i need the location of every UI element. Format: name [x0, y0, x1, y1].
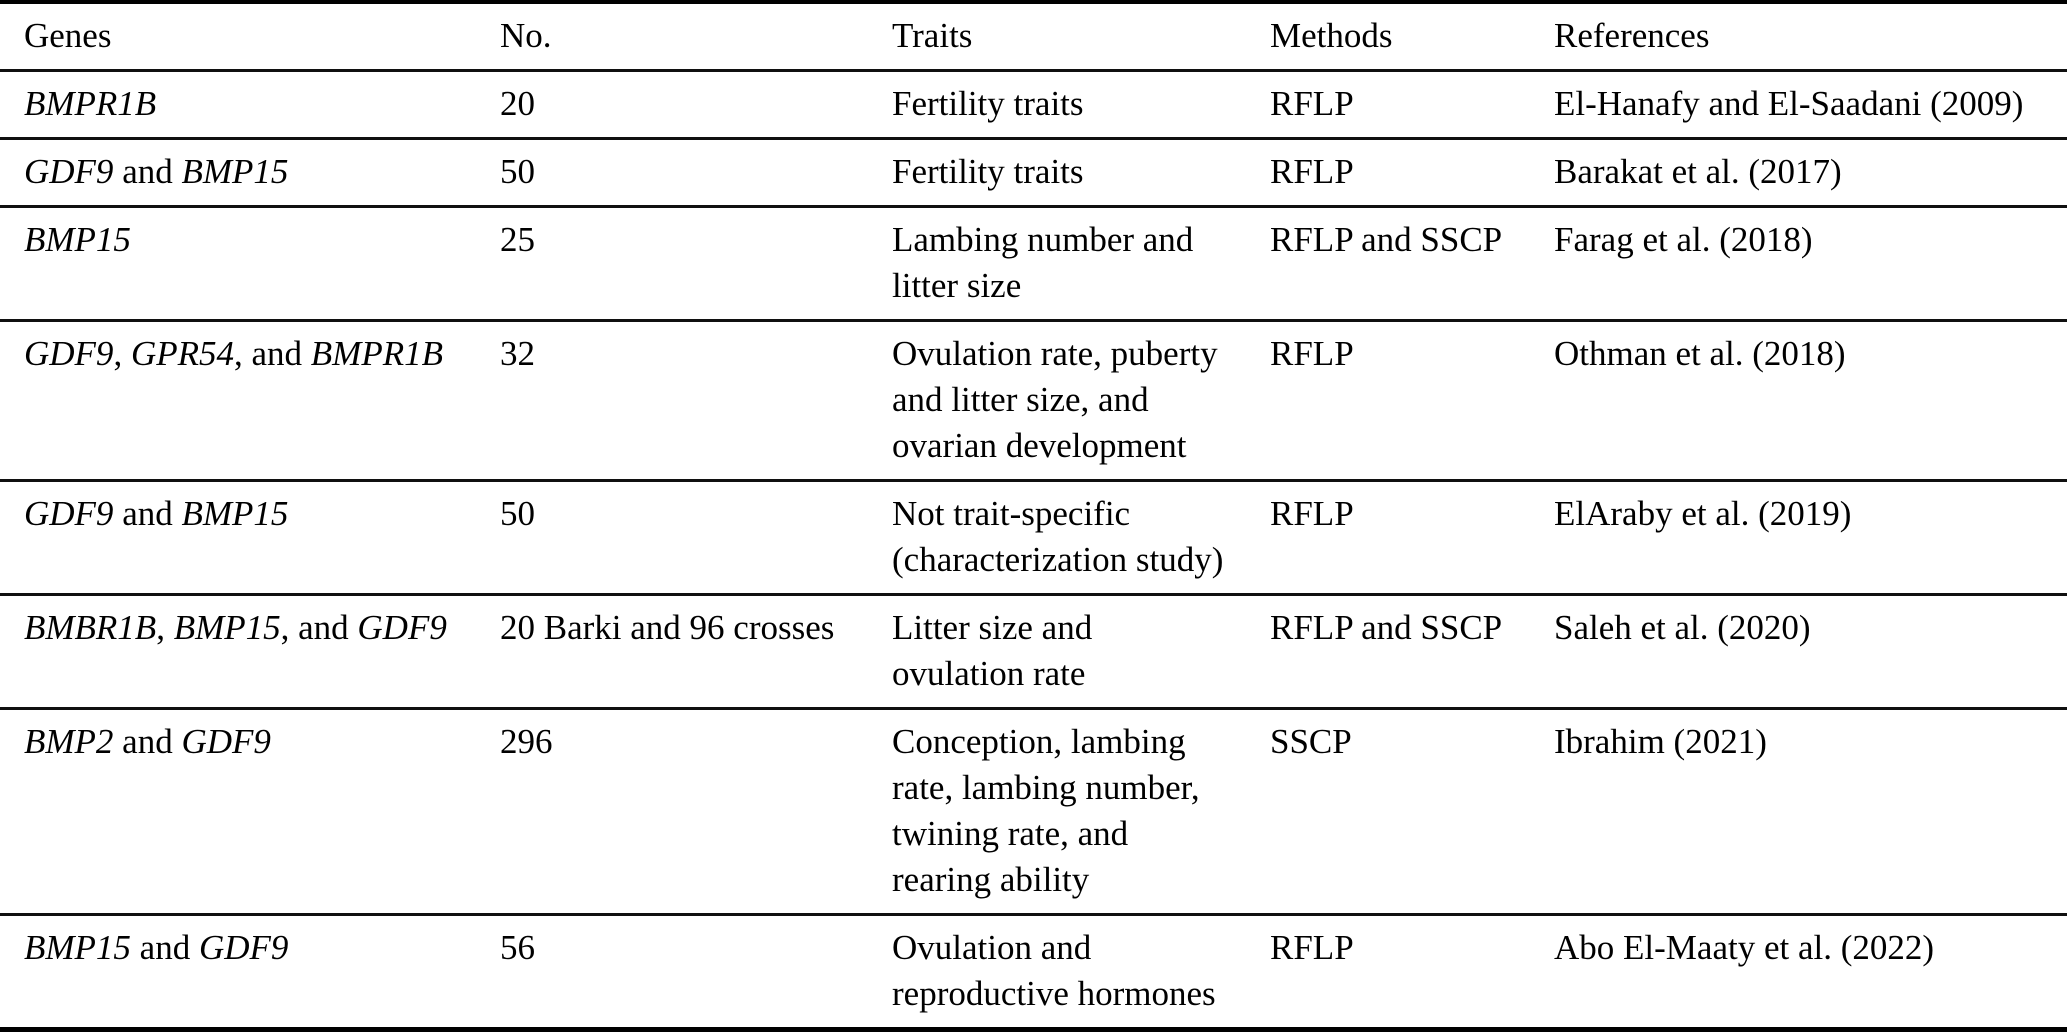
genes-cell: GDF9 and BMP15	[0, 481, 500, 595]
no-cell: 20	[500, 84, 535, 123]
no-cell: 20 Barki and 96 crosses	[500, 608, 835, 647]
methods-cell: RFLP and SSCP	[1270, 608, 1503, 647]
references-cell: Barakat et al. (2017)	[1554, 152, 1842, 191]
gene-name: BMP15	[181, 494, 289, 533]
column-header-genes: Genes	[24, 16, 112, 55]
gene-name: BMP2	[24, 722, 114, 761]
gene-connector-text: ,	[156, 608, 174, 647]
gene-connector-text: and	[113, 494, 182, 533]
gene-connector-text: , and	[280, 608, 358, 647]
gene-connector-text: , and	[233, 334, 311, 373]
genes-cell: BMPR1B	[0, 71, 500, 139]
traits-cell: Fertility traits	[892, 152, 1084, 191]
gene-connector-text: ,	[113, 334, 131, 373]
methods-cell: RFLP	[1270, 928, 1354, 967]
gene-name: GDF9	[24, 494, 114, 533]
genes-cell: BMBR1B, BMP15, and GDF9	[0, 595, 500, 709]
gene-name: GDF9	[24, 152, 114, 191]
table-body: BMPR1B 20 Fertility traits RFLP El-Hanafy an…	[0, 71, 2067, 1030]
methods-cell: RFLP and SSCP	[1270, 220, 1503, 259]
genes-cell: BMP2 and GDF9	[0, 709, 500, 915]
methods-cell: RFLP	[1270, 334, 1354, 373]
table-row: BMPR1B 20 Fertility traits RFLP El-Hanafy an…	[0, 71, 2067, 139]
gene-name: GDF9	[181, 722, 271, 761]
gene-name: BMP15	[181, 152, 289, 191]
references-cell: ElAraby et al. (2019)	[1554, 494, 1852, 533]
genes-cell: GDF9, GPR54, and BMPR1B	[0, 321, 500, 481]
gene-name: GDF9	[357, 608, 447, 647]
gene-name: BMPR1B	[24, 84, 157, 123]
methods-cell: RFLP	[1270, 152, 1354, 191]
table-header-row: Genes No. Traits Methods References	[0, 2, 2067, 71]
table-row: GDF9 and BMP15 50 Fertility traits RFLP Bara…	[0, 139, 2067, 207]
gene-name: BMP15	[173, 608, 281, 647]
traits-cell: Litter size and ovulation rate	[892, 608, 1093, 693]
references-cell: El-Hanafy and El-Saadani (2009)	[1554, 84, 2024, 123]
gene-name: BMP15	[24, 928, 131, 967]
gene-connector-text: and	[113, 722, 182, 761]
traits-cell: Fertility traits	[892, 84, 1084, 123]
gene-connector-text: and	[130, 928, 199, 967]
column-header-traits: Traits	[892, 16, 973, 55]
traits-cell: Lambing number and litter size	[892, 220, 1194, 305]
no-cell: 296	[500, 722, 553, 761]
gene-name: BMP15	[24, 220, 131, 259]
no-cell: 25	[500, 220, 535, 259]
table-row: BMBR1B, BMP15, and GDF9 20 Barki and 96 c…	[0, 595, 2067, 709]
gene-name: BMBR1B	[24, 608, 157, 647]
no-cell: 50	[500, 494, 535, 533]
references-cell: Saleh et al. (2020)	[1554, 608, 1811, 647]
traits-cell: Not trait-specific (characterization stu…	[892, 494, 1224, 579]
methods-cell: RFLP	[1270, 494, 1354, 533]
table-row: BMP15 and GDF9 56 Ovulation and reproducti…	[0, 915, 2067, 1030]
column-header-methods: Methods	[1270, 16, 1393, 55]
no-cell: 50	[500, 152, 535, 191]
gene-name: BMPR1B	[310, 334, 443, 373]
gene-name: GDF9	[24, 334, 114, 373]
methods-cell: SSCP	[1270, 722, 1352, 761]
column-header-no: No.	[500, 16, 552, 55]
column-header-references: References	[1554, 16, 1710, 55]
table-row: GDF9, GPR54, and BMPR1B 32 Ovulation rate,…	[0, 321, 2067, 481]
traits-cell: Conception, lambing rate, lambing number…	[892, 722, 1200, 899]
methods-cell: RFLP	[1270, 84, 1354, 123]
table-row: BMP15 25 Lambing number and litter size RFL…	[0, 207, 2067, 321]
genes-cell: GDF9 and BMP15	[0, 139, 500, 207]
gene-name: GDF9	[198, 928, 289, 967]
gene-name: GPR54	[130, 334, 234, 373]
genes-cell: BMP15	[0, 207, 500, 321]
references-cell: Ibrahim (2021)	[1554, 722, 1767, 761]
references-cell: Abo El-Maaty et al. (2022)	[1554, 928, 1935, 967]
table-row: GDF9 and BMP15 50 Not trait-specific (char…	[0, 481, 2067, 595]
no-cell: 56	[500, 928, 535, 967]
table-row: BMP2 and GDF9 296 Conception, lambing rate…	[0, 709, 2067, 915]
genes-cell: BMP15 and GDF9	[0, 915, 500, 1030]
references-cell: Farag et al. (2018)	[1554, 220, 1813, 259]
references-cell: Othman et al. (2018)	[1554, 334, 1846, 373]
gene-connector-text: and	[113, 152, 182, 191]
traits-cell: Ovulation and reproductive hormones	[892, 928, 1216, 1013]
traits-cell: Ovulation rate, puberty and litter size,…	[892, 334, 1218, 465]
no-cell: 32	[500, 334, 535, 373]
